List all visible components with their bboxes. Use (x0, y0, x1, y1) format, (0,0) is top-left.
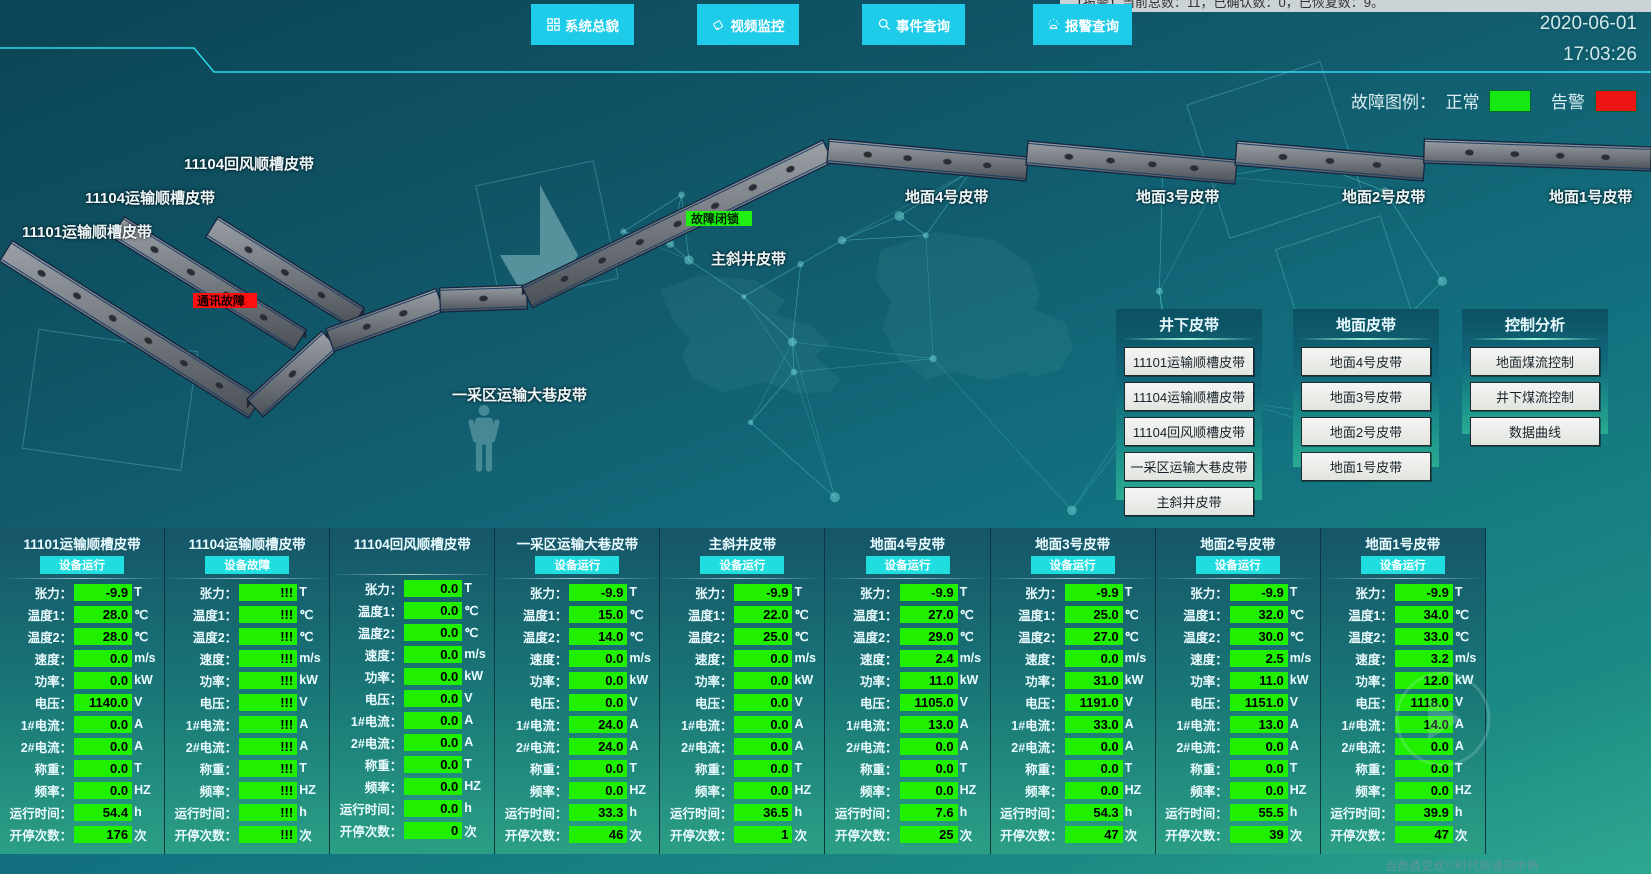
svg-text:通讯故障: 通讯故障 (197, 293, 245, 308)
svg-text:11101运输顺槽皮带: 11101运输顺槽皮带 (22, 223, 152, 241)
svg-text:故障闭锁: 故障闭锁 (691, 211, 739, 226)
svg-text:11104回风顺槽皮带: 11104回风顺槽皮带 (184, 155, 314, 173)
svg-text:地面2号皮带: 地面2号皮带 (1342, 188, 1425, 206)
svg-text:地面4号皮带: 地面4号皮带 (905, 188, 988, 206)
svg-text:主斜井皮带: 主斜井皮带 (711, 250, 786, 268)
svg-text:地面1号皮带: 地面1号皮带 (1549, 188, 1632, 206)
svg-text:一采区运输大巷皮带: 一采区运输大巷皮带 (452, 386, 587, 404)
svg-text:地面3号皮带: 地面3号皮带 (1136, 188, 1219, 206)
svg-text:11104运输顺槽皮带: 11104运输顺槽皮带 (85, 189, 215, 207)
